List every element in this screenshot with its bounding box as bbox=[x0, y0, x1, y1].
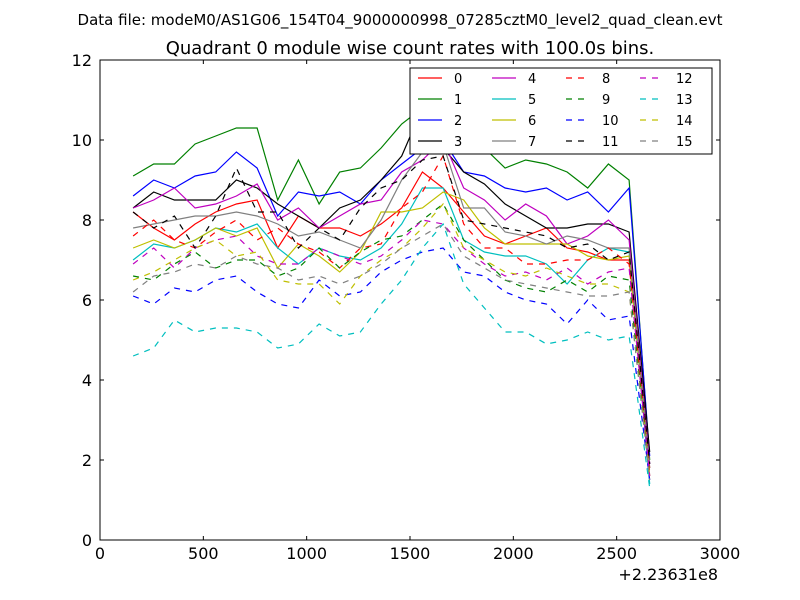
x-offset-label: +2.23631e8 bbox=[618, 565, 718, 584]
series-line-1 bbox=[132, 107, 651, 461]
series-line-13 bbox=[132, 222, 651, 489]
series-line-6 bbox=[132, 191, 651, 477]
series-line-15 bbox=[132, 223, 651, 481]
series-lines bbox=[132, 106, 651, 489]
x-axis-ticks: 0 500 1000 1500 2000 2500 3000 bbox=[95, 60, 740, 563]
x-tick-label: 2000 bbox=[493, 544, 534, 563]
legend-box bbox=[409, 67, 713, 155]
series-line-3 bbox=[132, 106, 651, 453]
y-tick-label: 2 bbox=[82, 451, 92, 470]
series-line-0 bbox=[132, 171, 651, 469]
chart-title: Quadrant 0 module wise count rates with … bbox=[166, 38, 655, 59]
legend-label-13: 13 bbox=[676, 93, 693, 108]
series-line-7 bbox=[132, 143, 651, 469]
legend-label-12: 12 bbox=[676, 72, 693, 87]
legend-label-6: 6 bbox=[528, 114, 536, 129]
series-line-8 bbox=[132, 154, 651, 473]
y-tick-label: 4 bbox=[82, 371, 92, 390]
legend-label-2: 2 bbox=[454, 114, 462, 129]
series-line-4 bbox=[132, 138, 651, 465]
series-line-5 bbox=[132, 187, 651, 485]
series-line-9 bbox=[132, 203, 651, 477]
chart-suptitle: Data file: modeM0/AS1G06_154T04_90000009… bbox=[78, 11, 723, 30]
legend-label-11: 11 bbox=[602, 135, 619, 150]
x-tick-label: 1000 bbox=[286, 544, 327, 563]
legend-label-10: 10 bbox=[602, 114, 619, 129]
legend-label-14: 14 bbox=[676, 114, 693, 129]
legend-label-3: 3 bbox=[454, 135, 462, 150]
legend-label-0: 0 bbox=[454, 72, 462, 87]
legend-label-9: 9 bbox=[602, 93, 610, 108]
legend-label-1: 1 bbox=[454, 93, 462, 108]
legend-label-5: 5 bbox=[528, 93, 536, 108]
x-tick-label: 500 bbox=[188, 544, 219, 563]
x-tick-label: 2500 bbox=[596, 544, 637, 563]
legend-label-8: 8 bbox=[602, 72, 610, 87]
y-tick-label: 8 bbox=[82, 211, 92, 230]
series-line-10 bbox=[132, 247, 651, 481]
y-tick-label: 0 bbox=[82, 531, 92, 550]
legend-label-4: 4 bbox=[528, 72, 536, 87]
series-line-12 bbox=[132, 219, 651, 477]
y-tick-label: 12 bbox=[72, 51, 92, 70]
series-line-2 bbox=[132, 139, 651, 457]
legend-label-7: 7 bbox=[528, 135, 536, 150]
x-tick-label: 1500 bbox=[390, 544, 431, 563]
series-line-14 bbox=[132, 202, 651, 477]
y-tick-label: 6 bbox=[82, 291, 92, 310]
legend-label-15: 15 bbox=[676, 135, 693, 150]
series-line-11 bbox=[132, 155, 651, 465]
y-tick-label: 10 bbox=[72, 131, 92, 150]
x-tick-label: 3000 bbox=[700, 544, 741, 563]
x-tick-label: 0 bbox=[95, 544, 105, 563]
